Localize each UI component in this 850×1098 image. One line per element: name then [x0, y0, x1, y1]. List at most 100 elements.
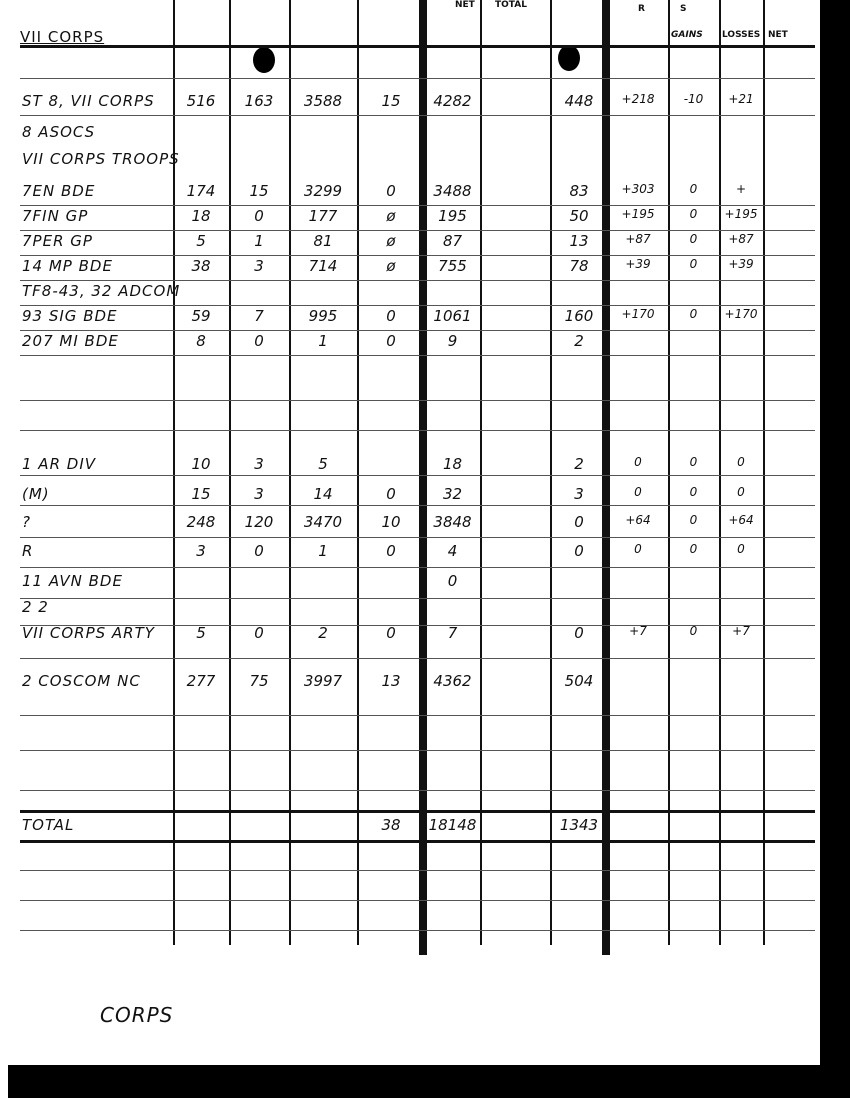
table-cell: 0 — [574, 513, 584, 531]
row-rule — [20, 750, 815, 751]
table-cell: 995 — [308, 307, 338, 325]
column-rule — [602, 0, 610, 955]
table-cell: 160 — [564, 307, 594, 325]
row-label: 7EN BDE — [22, 182, 96, 200]
table-cell: 3 — [574, 485, 584, 503]
table-cell: 0 — [634, 455, 642, 469]
gains-header: GAINS — [671, 30, 703, 40]
table-cell: 0 — [689, 207, 698, 221]
table-cell: +195 — [724, 207, 758, 221]
column-rule — [357, 0, 359, 945]
row-rule — [20, 537, 815, 538]
table-cell: 9 — [447, 332, 458, 350]
table-cell: 3848 — [433, 513, 472, 531]
row-rule — [20, 355, 815, 356]
table-cell: -10 — [683, 92, 704, 106]
row-label: 14 MP BDE — [22, 257, 113, 275]
table-cell: +7 — [732, 624, 750, 638]
table-cell: +170 — [724, 307, 758, 321]
table-cell: 81 — [313, 232, 333, 250]
table-cell: 0 — [689, 257, 698, 271]
row-label: ? — [22, 513, 31, 531]
table-cell: +218 — [621, 92, 655, 106]
punch-hole — [253, 47, 275, 73]
row-rule — [20, 598, 815, 599]
row-rule — [20, 870, 815, 871]
table-cell: 3 — [254, 257, 264, 275]
table-cell: 516 — [186, 92, 216, 110]
column-rule — [173, 0, 175, 945]
table-cell: 38 — [381, 816, 401, 834]
column-rule — [480, 0, 482, 945]
table-cell: 4362 — [433, 672, 472, 690]
table-cell: 177 — [308, 207, 338, 225]
table-cell: 1 — [318, 332, 328, 350]
table-cell: 1 — [318, 542, 328, 560]
table-cell: 10 — [191, 455, 211, 473]
table-cell: +64 — [728, 513, 754, 527]
table-cell: 755 — [438, 257, 467, 275]
row-rule — [20, 567, 815, 568]
table-cell: 714 — [308, 257, 338, 275]
row-rule — [20, 930, 815, 931]
table-cell: 3 — [254, 455, 264, 473]
row-rule — [20, 430, 815, 431]
table-cell: 120 — [244, 513, 274, 531]
table-cell: 0 — [254, 542, 264, 560]
row-rule — [20, 715, 815, 716]
scan-edge-right — [820, 0, 850, 1070]
column-rule — [229, 0, 231, 945]
table-cell: 3 — [254, 485, 264, 503]
losses-header: LOSSES — [722, 30, 761, 40]
row-label: 2 2 — [22, 598, 49, 616]
table-cell: 0 — [574, 624, 584, 642]
table-cell: 3997 — [303, 672, 343, 690]
punch-hole — [558, 45, 580, 71]
table-cell: 1061 — [433, 307, 472, 325]
table-cell: 0 — [689, 182, 698, 196]
table-cell: 0 — [386, 624, 396, 642]
row-rule — [20, 810, 815, 813]
table-cell: 0 — [386, 332, 396, 350]
table-cell: 75 — [249, 672, 269, 690]
row-label: 8 ASOCS — [22, 123, 96, 141]
table-cell: 1 — [254, 232, 264, 250]
header-fragment: NET — [455, 0, 475, 10]
row-rule — [20, 115, 815, 116]
table-cell: +303 — [621, 182, 655, 196]
row-label: 2 COSCOM NC — [22, 672, 141, 690]
row-rule — [20, 658, 815, 659]
table-cell: +87 — [625, 232, 651, 246]
row-rule — [20, 505, 815, 506]
table-cell: +39 — [625, 257, 651, 271]
table-cell: 13 — [381, 672, 401, 690]
row-label: 11 AVN BDE — [22, 572, 123, 590]
row-rule — [20, 790, 815, 791]
row-rule — [20, 305, 815, 306]
table-cell: +195 — [621, 207, 655, 221]
net-header: NET — [768, 30, 788, 40]
row-label: 1 AR DIV — [22, 455, 96, 473]
row-label: 7FIN GP — [22, 207, 89, 225]
table-cell: 32 — [442, 485, 463, 503]
table-cell: 38 — [191, 257, 211, 275]
table-cell: +87 — [728, 232, 754, 246]
table-cell: 0 — [737, 455, 745, 469]
table-cell: 2 — [574, 332, 584, 350]
table-cell: 7 — [254, 307, 264, 325]
column-rule — [550, 0, 552, 945]
table-cell: 14 — [313, 485, 333, 503]
table-cell: 0 — [634, 485, 642, 499]
table-cell: 195 — [438, 207, 467, 225]
row-label: VII CORPS TROOPS — [22, 150, 180, 168]
table-cell: 15 — [249, 182, 269, 200]
table-cell: 4 — [447, 542, 458, 560]
table-cell: 18148 — [428, 816, 477, 834]
column-rule — [719, 0, 721, 945]
table-cell: 50 — [569, 207, 589, 225]
table-cell: 0 — [574, 542, 584, 560]
table-cell: + — [735, 182, 747, 196]
column-rule — [419, 0, 427, 955]
row-label: 207 MI BDE — [22, 332, 119, 350]
